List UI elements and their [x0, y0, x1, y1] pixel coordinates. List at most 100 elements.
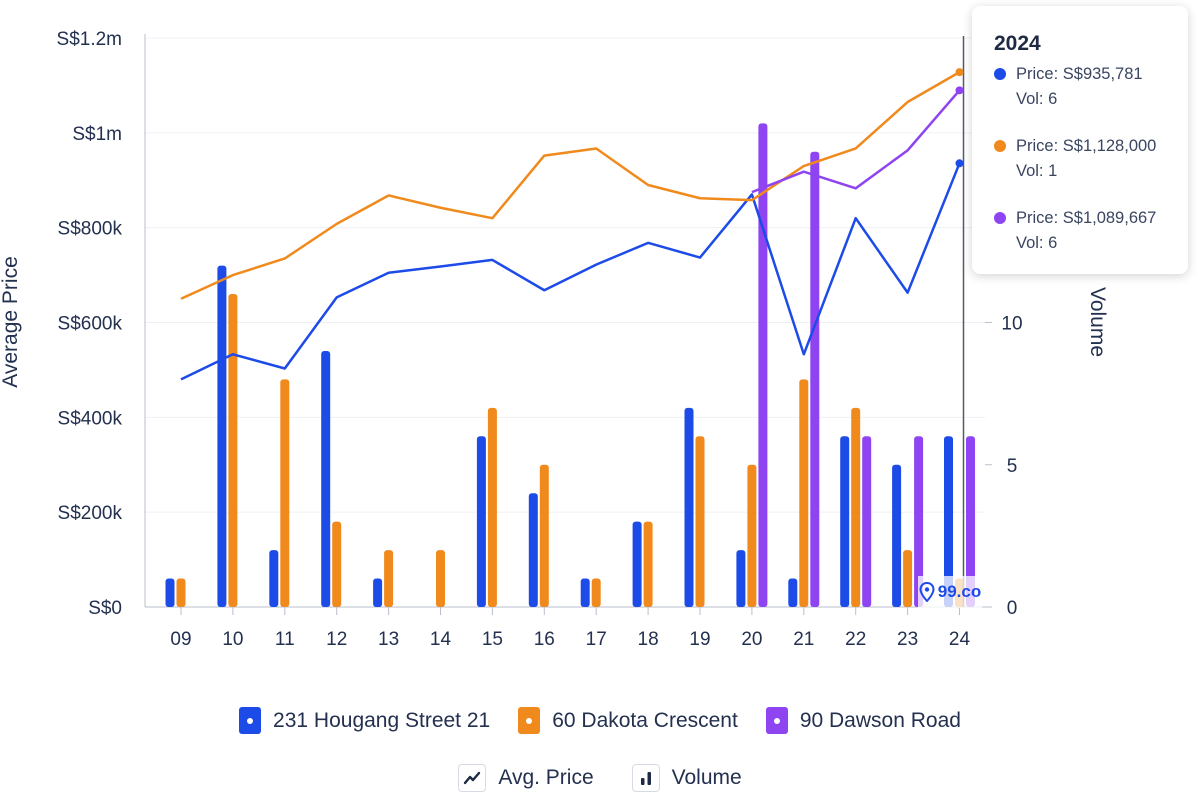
legend-label: 90 Dawson Road: [799, 708, 961, 732]
volume-bar: [944, 436, 953, 607]
volume-bar: [384, 550, 394, 607]
y-tick-label: S$600k: [58, 314, 123, 335]
volume-bar: [643, 521, 653, 607]
x-tick-label: 19: [689, 629, 710, 650]
volume-bar: [165, 578, 175, 607]
legend-label: 60 Dakota Crescent: [552, 708, 738, 732]
volume-bar: [632, 521, 642, 607]
x-tick-label: 10: [222, 629, 243, 650]
x-tick-label: 09: [170, 629, 191, 650]
tooltip-price: Price: S$1,128,000: [1016, 137, 1157, 155]
volume-bar: [528, 493, 538, 607]
volume-bar: [269, 550, 279, 607]
volume-bar: [684, 407, 694, 607]
volume-bar: [436, 550, 445, 607]
watermark-logo: 99.co: [918, 576, 982, 608]
tooltip: 2024 Price: S$935,781 Vol: 6 Price: S$1,…: [972, 6, 1188, 274]
price-line: [751, 89, 961, 194]
right-axis-title: Volume: [1086, 287, 1109, 357]
left-axis-ticks: S$0 S$200k S$400k S$600k S$800k S$1m S$1.2m: [57, 29, 123, 619]
legend-label: Avg. Price: [498, 766, 594, 789]
x-tick-label: 13: [378, 629, 399, 650]
volume-bar: [840, 436, 850, 607]
x-tick-label: 16: [534, 629, 555, 650]
right-tick-label: 5: [1007, 456, 1018, 477]
volume-bar: [862, 436, 872, 607]
series-dot: [994, 140, 1006, 152]
x-tick-label: 12: [326, 629, 347, 650]
legend-label: 231 Hougang Street 21: [273, 708, 491, 732]
tooltip-volume: Vol: 6: [1016, 234, 1058, 252]
legend-swatch: [518, 707, 541, 734]
volume-bar: [217, 265, 227, 607]
volume-bar: [591, 578, 601, 607]
legend-item-dakota[interactable]: 60 Dakota Crescent: [518, 707, 738, 734]
volume-bar: [321, 350, 331, 607]
x-axis-ticks: 09 10 11 12 13 14 15 16 17 18 19 20 21 22 23 24: [170, 607, 970, 650]
tooltip-entry: Price: S$1,128,000 Vol: 1: [994, 134, 1188, 184]
volume-bar: [788, 578, 798, 607]
x-tick-label: 20: [741, 629, 762, 650]
volume-bar: [851, 407, 861, 607]
price-point: [955, 86, 964, 95]
legend-item-hougang[interactable]: 231 Hougang Street 21: [239, 707, 490, 734]
x-tick-label: 23: [897, 629, 918, 650]
legend-swatch: [765, 707, 788, 734]
left-axis-title: Average Price: [0, 256, 22, 388]
legend-toggle-volume[interactable]: Volume: [631, 764, 742, 792]
tooltip-volume: Vol: 6: [1016, 90, 1058, 108]
y-tick-label: S$800k: [58, 219, 123, 240]
series-legend: 231 Hougang Street 21 60 Dakota Crescent…: [0, 707, 1200, 734]
legend-item-dawson[interactable]: 90 Dawson Road: [765, 707, 961, 734]
right-tick-label: 10: [1001, 314, 1022, 335]
volume-bar: [228, 294, 238, 607]
price-point: [955, 159, 964, 168]
volume-bar: [747, 464, 757, 607]
bar-chart-icon: [631, 764, 660, 792]
legend-label: Volume: [671, 766, 742, 789]
right-axis-ticks: 0 5 10: [985, 314, 1023, 619]
volume-bar: [810, 151, 820, 608]
series-dot: [994, 68, 1006, 80]
volume-bar: [903, 550, 913, 607]
legend-toggle-avg-price[interactable]: Avg. Price: [458, 764, 594, 792]
volume-bar: [914, 436, 924, 607]
volume-bar: [799, 379, 809, 607]
volume-bar: [280, 379, 290, 607]
x-tick-label: 24: [949, 629, 971, 650]
y-tick-label: S$200k: [58, 503, 123, 524]
volume-bar: [373, 578, 383, 607]
map-pin-icon: [919, 582, 935, 602]
y-tick-label: S$0: [88, 598, 122, 619]
tooltip-entry: Price: S$1,089,667 Vol: 6: [994, 206, 1188, 256]
volume-bar: [736, 550, 746, 607]
y-tick-label: S$1m: [72, 124, 122, 145]
volume-bar: [966, 436, 975, 607]
price-lines: [180, 68, 964, 381]
volume-bar: [758, 123, 768, 607]
line-chart-icon: [458, 764, 487, 792]
price-line: [180, 71, 961, 300]
x-tick-label: 17: [586, 629, 607, 650]
y-tick-label: S$400k: [58, 408, 123, 429]
tooltip-volume: Vol: 1: [1016, 162, 1058, 180]
legend-swatch: [239, 707, 262, 734]
chart-type-legend: Avg. Price Volume: [0, 764, 1200, 792]
volume-bar: [176, 578, 186, 607]
volume-bar: [695, 436, 705, 607]
price-line: [180, 162, 961, 381]
tooltip-title: 2024: [994, 32, 1041, 55]
volume-bar: [332, 521, 342, 607]
y-tick-label: S$1.2m: [57, 29, 122, 50]
volume-bar: [892, 464, 902, 607]
volume-bar: [580, 578, 590, 607]
x-tick-label: 18: [638, 629, 659, 650]
tooltip-price: Price: S$1,089,667: [1016, 209, 1157, 227]
right-tick-label: 0: [1007, 598, 1018, 619]
x-tick-label: 15: [482, 629, 503, 650]
x-tick-label: 22: [845, 629, 866, 650]
x-tick-label: 14: [430, 629, 452, 650]
x-tick-label: 11: [275, 629, 295, 650]
tooltip-price: Price: S$935,781: [1016, 65, 1143, 83]
